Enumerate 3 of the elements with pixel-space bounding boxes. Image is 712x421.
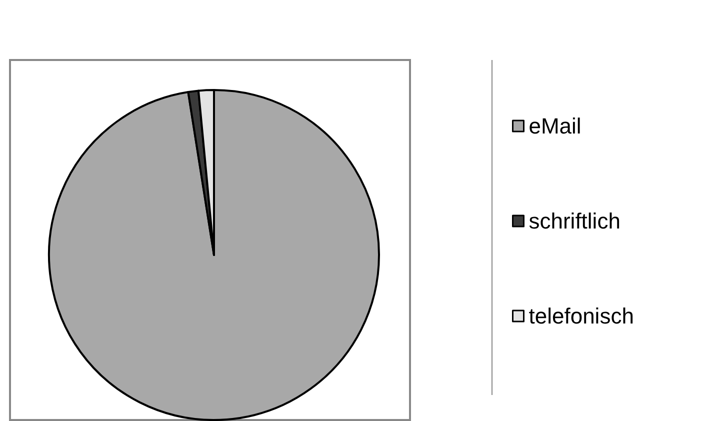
- legend-label: schriftlich: [528, 208, 620, 234]
- legend-label: eMail: [528, 114, 582, 138]
- legend-label: telefonisch: [528, 304, 634, 328]
